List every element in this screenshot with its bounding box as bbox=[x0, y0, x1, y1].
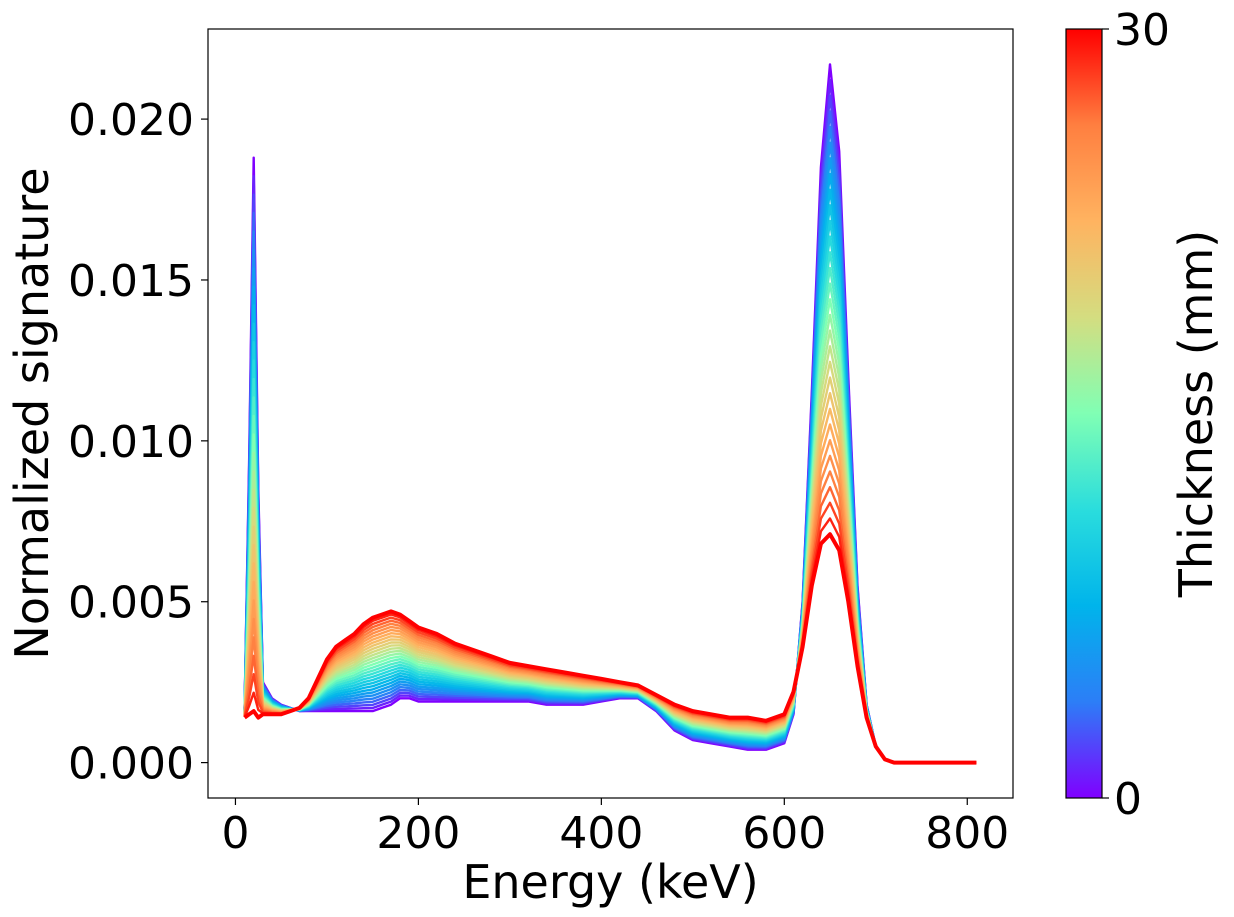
spectrum-line-30mm bbox=[243, 532, 977, 765]
colorbar-tick-label: 30 bbox=[1114, 5, 1170, 56]
x-tick-label: 200 bbox=[376, 808, 460, 859]
colorbar-tick-label: 0 bbox=[1114, 774, 1142, 825]
y-tick-label: 0.005 bbox=[68, 578, 194, 629]
spectrum-curves bbox=[243, 63, 977, 765]
colorbar bbox=[1065, 28, 1103, 799]
plot-frame bbox=[207, 28, 1014, 799]
x-tick-label: 600 bbox=[742, 808, 826, 859]
x-axis-title: Energy (keV) bbox=[462, 855, 758, 909]
y-tick-label: 0.020 bbox=[68, 95, 194, 146]
x-tick-label: 0 bbox=[221, 808, 249, 859]
colorbar-ticks: 0 30 bbox=[1102, 5, 1170, 825]
colorbar-title: Thickness (mm) bbox=[1169, 230, 1223, 598]
x-tick-label: 400 bbox=[559, 808, 643, 859]
y-axis-title: Normalized signature bbox=[5, 167, 59, 659]
y-tick-label: 0.010 bbox=[68, 417, 194, 468]
y-tick-label: 0.015 bbox=[68, 256, 194, 307]
x-axis: 0 200 400 600 800 bbox=[221, 798, 1009, 859]
y-tick-label: 0.000 bbox=[68, 739, 194, 790]
y-axis: 0.000 0.005 0.010 0.015 0.020 bbox=[68, 95, 208, 790]
x-tick-label: 800 bbox=[925, 808, 1009, 859]
